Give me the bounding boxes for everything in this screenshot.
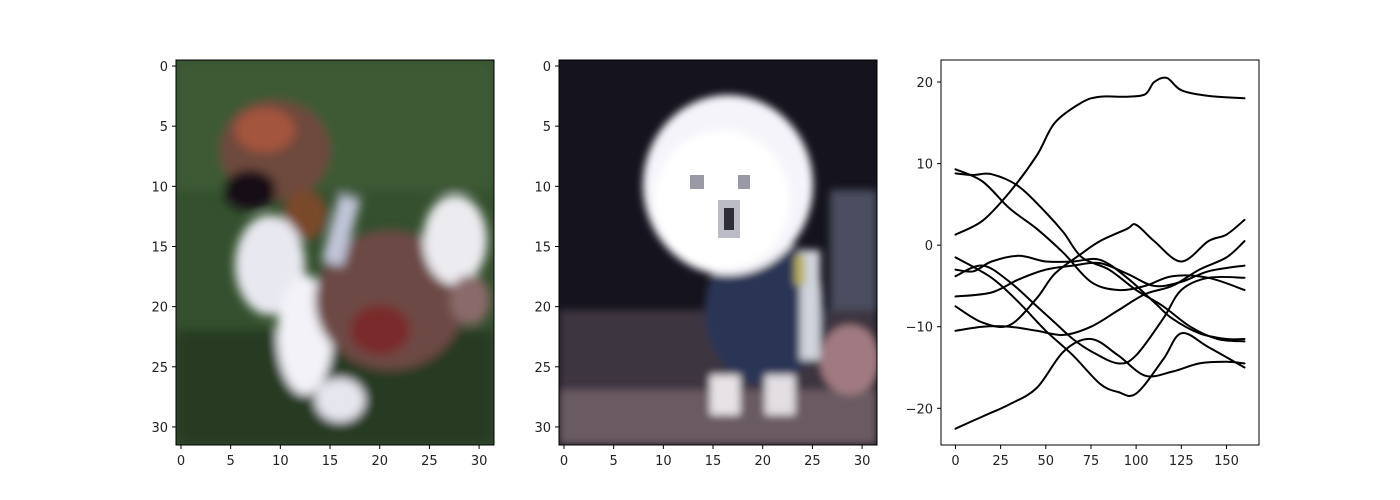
y-tick-label: 20	[151, 301, 168, 316]
series-line-9	[954, 240, 1246, 336]
x-tick-label: 20	[754, 454, 771, 469]
series-line-10	[954, 337, 1246, 430]
axis-ticks: 0 5 10 15 20 25 30 0 5 10 15 20 25 30	[151, 60, 487, 469]
y-tick-label: 0	[925, 239, 933, 254]
x-tick-label: 0	[951, 454, 959, 469]
panel-image-puppy: 0 5 10 15 20 25 30 0 5 10 15 20 25 30	[151, 59, 495, 469]
y-tick-label: 30	[534, 421, 551, 436]
axis-ticks: 0 5 10 15 20 25 30 0 5 10 15 20 25 30	[534, 60, 870, 469]
x-tick-label: 15	[322, 454, 339, 469]
series-lines	[954, 76, 1246, 430]
series-line-6	[954, 254, 1246, 341]
x-tick-label: 10	[272, 454, 289, 469]
x-tick-label: 30	[471, 454, 488, 469]
y-tick-label: −10	[906, 321, 933, 336]
y-tick-label: 10	[916, 158, 933, 173]
x-tick-label: 20	[371, 454, 388, 469]
axes-frame	[175, 59, 495, 446]
x-tick-label: 10	[655, 454, 672, 469]
y-tick-label: 10	[534, 180, 551, 195]
series-line-7	[954, 261, 1246, 298]
white-dog-image	[559, 60, 877, 445]
y-tick-label: 20	[916, 76, 933, 91]
x-tick-label: 100	[1124, 454, 1149, 469]
x-tick-label: 0	[560, 454, 568, 469]
series-line-8	[954, 218, 1246, 328]
y-tick-label: 0	[543, 60, 551, 75]
series-line-1	[954, 76, 1246, 236]
x-tick-label: 125	[1169, 454, 1194, 469]
x-tick-label: 25	[804, 454, 821, 469]
x-tick-label: 150	[1214, 454, 1239, 469]
y-tick-label: 25	[151, 361, 168, 376]
x-tick-label: 25	[421, 454, 438, 469]
y-tick-label: 5	[160, 120, 168, 135]
series-line-3	[954, 172, 1246, 343]
x-tick-label: 25	[992, 454, 1009, 469]
axes-frame	[558, 59, 878, 446]
x-tick-label: 15	[705, 454, 722, 469]
series-line-4	[954, 264, 1246, 365]
x-tick-label: 30	[854, 454, 871, 469]
y-tick-label: 20	[534, 301, 551, 316]
series-line-2	[954, 168, 1246, 292]
x-tick-label: 5	[227, 454, 235, 469]
y-tick-label: 15	[534, 240, 551, 255]
y-tick-label: 10	[151, 180, 168, 195]
x-tick-label: 0	[177, 454, 185, 469]
y-tick-label: 30	[151, 421, 168, 436]
y-tick-label: 5	[543, 120, 551, 135]
x-tick-label: 75	[1083, 454, 1100, 469]
y-tick-label: 25	[534, 361, 551, 376]
y-tick-label: −20	[906, 402, 933, 417]
series-line-5	[954, 256, 1246, 397]
y-tick-label: 15	[151, 240, 168, 255]
panel-image-white-dog: 0 5 10 15 20 25 30 0 5 10 15 20 25 30	[534, 59, 878, 469]
puppy-image	[176, 60, 494, 445]
x-tick-label: 5	[610, 454, 618, 469]
y-tick-label: 0	[160, 60, 168, 75]
axes-frame	[940, 59, 1260, 446]
x-tick-label: 50	[1038, 454, 1055, 469]
